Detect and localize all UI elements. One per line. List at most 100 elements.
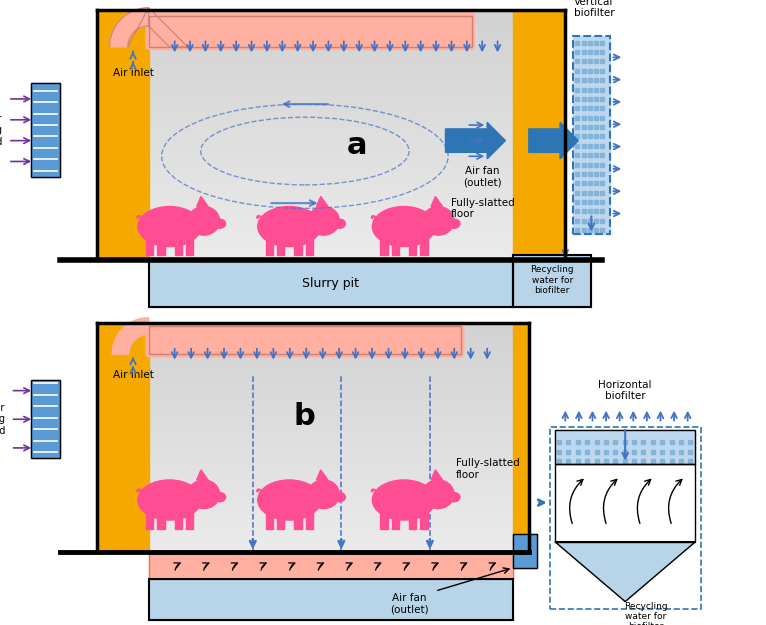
Bar	[149, 579, 513, 620]
Polygon shape	[431, 196, 443, 206]
Text: Air fan
(outlet): Air fan (outlet)	[463, 166, 501, 188]
Text: a: a	[347, 131, 367, 161]
Text: Recycling
water for
biofilter: Recycling water for biofilter	[531, 265, 574, 295]
Bar	[149, 211, 513, 216]
Bar	[149, 497, 513, 502]
Bar	[149, 579, 513, 620]
Polygon shape	[431, 470, 443, 480]
Bar	[149, 552, 513, 579]
Text: Air
cooling
pad: Air cooling pad	[0, 402, 5, 436]
Ellipse shape	[448, 492, 460, 502]
Polygon shape	[110, 8, 149, 47]
Bar	[149, 96, 513, 101]
Bar	[149, 341, 513, 346]
Bar	[149, 337, 513, 341]
Bar	[149, 151, 513, 156]
Ellipse shape	[257, 480, 321, 520]
Polygon shape	[112, 318, 149, 354]
Bar	[149, 442, 513, 447]
Bar	[149, 176, 513, 181]
Bar	[381, 235, 388, 255]
Bar	[409, 509, 416, 529]
Bar	[149, 46, 513, 51]
Bar	[175, 509, 182, 529]
Bar	[149, 11, 513, 16]
Bar	[149, 529, 513, 534]
Bar	[149, 16, 513, 21]
Bar	[513, 11, 565, 261]
Bar	[149, 387, 513, 392]
Bar	[149, 438, 513, 442]
Bar	[149, 323, 513, 328]
Bar	[149, 36, 513, 41]
Bar	[149, 216, 513, 221]
Bar	[573, 36, 610, 234]
Ellipse shape	[188, 480, 220, 509]
Bar	[149, 106, 513, 111]
Bar	[149, 231, 513, 236]
Bar	[149, 396, 513, 401]
Bar	[149, 451, 513, 456]
Text: Fully-slatted
floor: Fully-slatted floor	[456, 458, 519, 479]
Ellipse shape	[188, 206, 220, 235]
Bar	[149, 414, 513, 419]
Bar	[149, 424, 513, 428]
Bar	[149, 186, 513, 191]
Bar	[149, 502, 513, 506]
Bar	[31, 83, 60, 177]
Bar	[146, 509, 153, 529]
Bar	[266, 235, 273, 255]
Bar	[146, 235, 153, 255]
Bar	[31, 380, 60, 458]
Bar	[149, 256, 513, 261]
Polygon shape	[316, 470, 328, 480]
Bar	[149, 156, 513, 161]
Bar	[175, 235, 182, 255]
Bar	[149, 61, 513, 66]
Bar	[555, 430, 696, 464]
Bar	[149, 81, 513, 86]
Ellipse shape	[138, 480, 201, 520]
Bar	[149, 369, 513, 373]
Bar	[149, 71, 513, 76]
Bar	[149, 524, 513, 529]
Bar	[149, 111, 513, 116]
Bar	[149, 479, 513, 483]
Bar	[149, 364, 513, 369]
Bar	[149, 428, 513, 433]
Bar	[149, 76, 513, 81]
Bar	[409, 235, 416, 255]
Bar	[149, 359, 513, 364]
Bar	[149, 474, 513, 479]
Bar	[149, 86, 513, 91]
Bar	[513, 534, 537, 568]
Bar	[31, 380, 60, 458]
Bar	[149, 401, 513, 406]
Bar	[149, 201, 513, 206]
Bar	[421, 235, 427, 255]
Bar	[149, 511, 513, 516]
Bar	[149, 141, 513, 146]
Bar	[149, 261, 513, 308]
Text: Recycling
water for
biofilter: Recycling water for biofilter	[624, 601, 668, 625]
Bar	[277, 235, 284, 255]
Bar	[149, 520, 513, 524]
Bar	[149, 251, 513, 256]
Bar	[149, 206, 513, 211]
Bar	[555, 464, 696, 542]
Bar	[149, 465, 513, 469]
Bar	[149, 196, 513, 201]
Ellipse shape	[257, 206, 321, 247]
Bar	[149, 538, 513, 543]
Bar	[149, 456, 513, 461]
Bar	[149, 41, 513, 46]
Ellipse shape	[308, 480, 339, 509]
Polygon shape	[555, 542, 696, 601]
Bar	[149, 136, 513, 141]
Ellipse shape	[333, 219, 345, 228]
Bar	[149, 171, 513, 176]
Bar	[149, 332, 513, 337]
Bar	[149, 543, 513, 548]
Text: Air fan
(outlet): Air fan (outlet)	[390, 593, 428, 615]
Bar	[149, 226, 513, 231]
